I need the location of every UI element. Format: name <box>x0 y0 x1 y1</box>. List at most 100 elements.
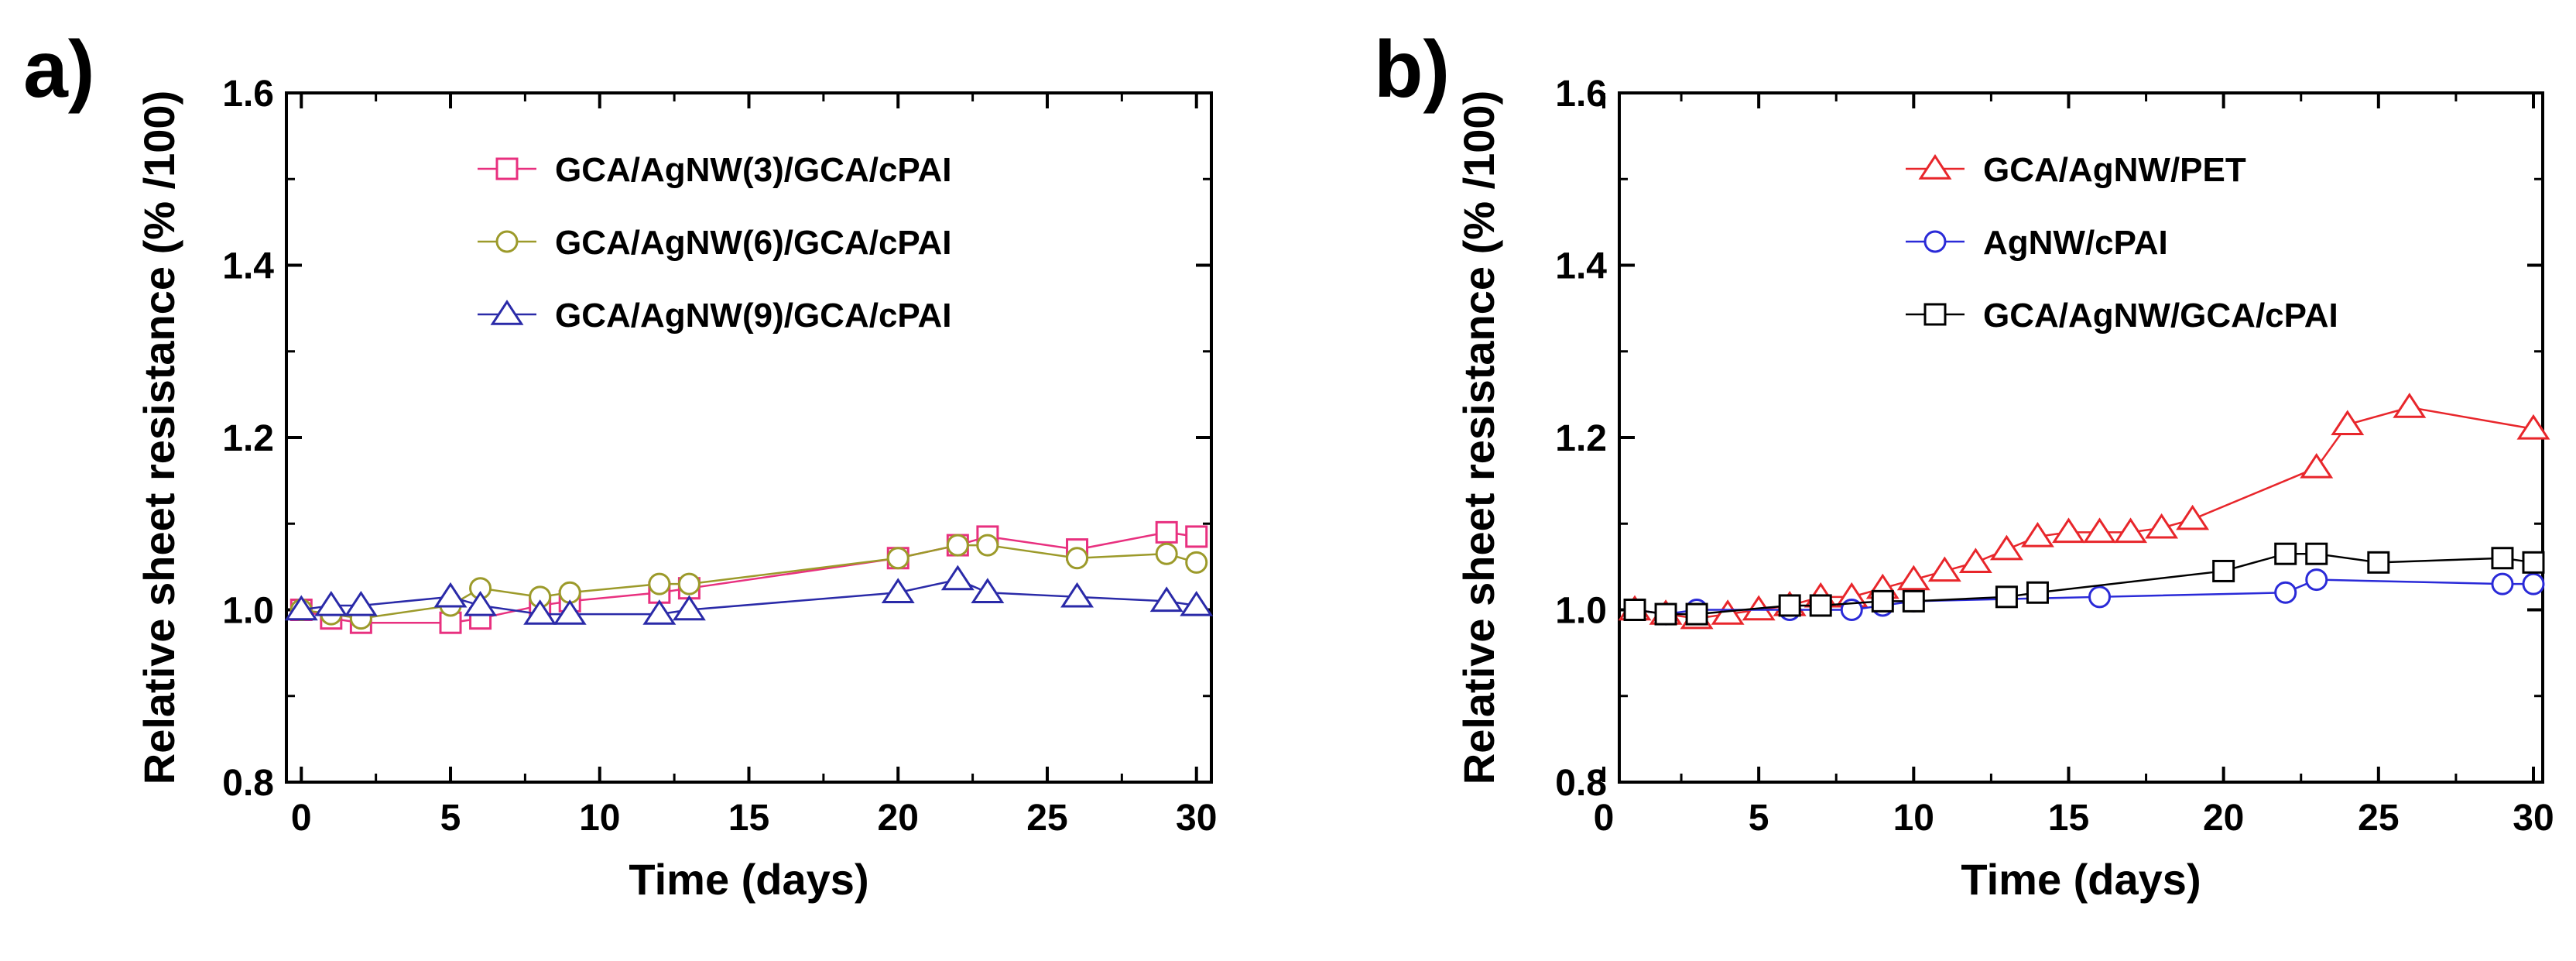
data-point <box>1902 589 1925 613</box>
data-point <box>1958 547 1992 573</box>
series-line <box>1634 552 2534 616</box>
series-line <box>1634 578 2533 616</box>
series-line <box>301 578 1197 616</box>
data-point <box>2052 517 2085 544</box>
y-tick-label: 1.0 <box>222 591 274 632</box>
x-tick-label: 15 <box>728 798 769 839</box>
data-point <box>946 534 969 557</box>
data-point <box>1995 585 2018 609</box>
data-point <box>2305 568 2328 592</box>
data-point <box>2393 393 2427 418</box>
legend-label: GCA/AgNW(6)/GCA/cPAI <box>555 224 952 262</box>
y-tick-label: 1.0 <box>1555 591 1607 632</box>
data-point <box>677 572 701 595</box>
x-tick-label: 15 <box>2048 798 2089 839</box>
y-tick-label: 1.2 <box>1555 418 1607 459</box>
data-point <box>2491 572 2514 595</box>
x-tick-label: 0 <box>291 798 312 839</box>
y-tick-label: 1.2 <box>222 418 274 459</box>
x-tick-label: 0 <box>1594 798 1615 839</box>
data-point <box>648 572 671 595</box>
y-tick-label: 1.4 <box>1555 246 1607 287</box>
data-point <box>1871 589 1894 613</box>
data-point <box>1840 599 1863 621</box>
data-point <box>553 599 587 625</box>
data-point <box>2305 542 2328 565</box>
data-point <box>881 578 915 603</box>
legend-marker <box>490 300 524 325</box>
legend-marker <box>1923 303 1947 326</box>
data-point <box>1180 590 1214 616</box>
plot-frame <box>285 91 1213 784</box>
legend-marker <box>1923 230 1947 253</box>
data-point <box>464 590 498 616</box>
panel-label: b) <box>1374 25 1450 115</box>
legend-label: GCA/AgNW/PET <box>1983 151 2246 189</box>
legend: GCA/AgNW/PET AgNW/cPAI GCA/AgNW/GCA/cPAI <box>1906 151 2338 335</box>
y-tick-label: 1.6 <box>222 74 274 115</box>
y-tick-label: 0.8 <box>1555 763 1607 804</box>
panel-label: a) <box>23 25 94 115</box>
data-point <box>976 534 999 557</box>
data-point <box>2026 581 2049 604</box>
legend-label: GCA/AgNW/GCA/cPAI <box>1983 297 2338 335</box>
data-point <box>2274 581 2297 604</box>
data-point <box>2367 551 2390 574</box>
data-point <box>1809 594 1832 617</box>
y-axis-title: Relative sheet resistance (% /100) <box>135 91 183 784</box>
data-point <box>1654 602 1677 626</box>
data-point <box>2083 517 2116 544</box>
x-tick-label: 5 <box>1749 798 1769 839</box>
legend-label: GCA/AgNW(9)/GCA/cPAI <box>555 297 952 335</box>
data-point <box>971 578 1005 603</box>
legend: GCA/AgNW(3)/GCA/cPAI GCA/AgNW(6)/GCA/cPAI… <box>478 151 952 335</box>
data-point <box>523 599 557 625</box>
data-point <box>672 595 706 621</box>
data-point <box>2491 547 2514 570</box>
legend-label: GCA/AgNW(3)/GCA/cPAI <box>555 151 952 189</box>
data-point <box>1623 599 1646 621</box>
x-tick-label: 25 <box>2358 798 2399 839</box>
x-tick-label: 5 <box>440 798 461 839</box>
data-point <box>2020 521 2054 547</box>
data-point <box>940 565 975 591</box>
data-point <box>2331 410 2365 435</box>
data-point <box>2516 414 2550 440</box>
data-point <box>2212 559 2235 582</box>
data-point <box>1927 556 1961 582</box>
x-tick-label: 30 <box>2513 798 2554 839</box>
panel-b: b) 0 5 10 15 20 25 30 0.8 1.0 1.2 1.4 1.6 Time (days)… <box>1374 25 2554 904</box>
data-point <box>1060 582 1094 608</box>
series-2 <box>284 565 1214 625</box>
data-point <box>2088 585 2112 609</box>
data-point <box>1185 525 1208 548</box>
y-axis-title: Relative sheet resistance (% /100) <box>1454 91 1503 784</box>
data-point <box>284 595 318 621</box>
x-axis-title: Time (days) <box>1961 855 2201 904</box>
legend-marker <box>495 230 519 253</box>
x-tick-label: 30 <box>1176 798 1217 839</box>
x-tick-label: 20 <box>2203 798 2244 839</box>
data-point <box>2522 551 2545 574</box>
x-tick-label: 10 <box>579 798 620 839</box>
data-point <box>314 590 348 616</box>
data-point <box>1989 534 2023 561</box>
data-point <box>433 582 468 608</box>
data-point <box>344 590 378 616</box>
y-tick-label: 0.8 <box>222 763 274 804</box>
data-point <box>642 599 677 625</box>
x-axis-title: Time (days) <box>629 855 868 904</box>
data-point <box>2176 504 2210 530</box>
plot-frame <box>1618 91 2544 784</box>
data-point <box>2300 452 2334 479</box>
data-point <box>1155 520 1178 544</box>
data-point <box>1185 551 1208 574</box>
data-point <box>1685 602 1708 626</box>
data-point <box>886 547 909 570</box>
y-tick-label: 1.6 <box>1555 74 1607 115</box>
panel-a: a) 0 5 10 15 20 25 30 0.8 1.0 1.2 1.4 1.6 Time (days)… <box>23 25 1217 904</box>
series-0 <box>1618 393 2550 630</box>
data-point <box>2145 513 2179 539</box>
data-point <box>1149 586 1184 613</box>
